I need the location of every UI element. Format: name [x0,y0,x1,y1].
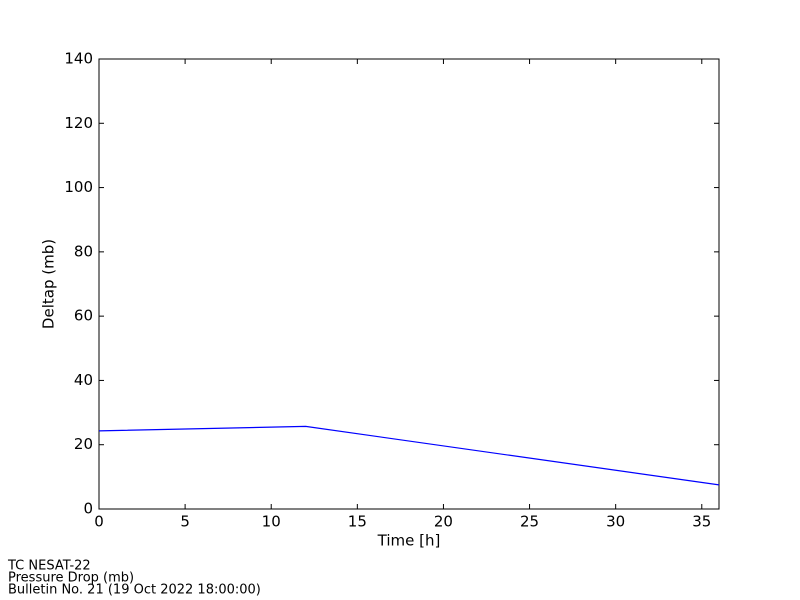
x-tick-label: 15 [348,513,367,531]
y-tick-label: 100 [64,178,93,196]
y-tick-label: 0 [83,500,93,518]
x-tick-label: 20 [434,513,453,531]
footer-text: Pressure Drop (mb) [8,571,134,586]
x-tick-label: 30 [606,513,625,531]
y-tick-label: 140 [64,50,93,68]
y-tick-label: 120 [64,114,93,132]
plot-frame [98,58,720,510]
x-tick-label: 10 [262,513,281,531]
x-tick-label: 0 [94,513,104,531]
y-tick-label: 80 [74,242,93,260]
y-tick-label: 20 [74,435,93,453]
y-tick-label: 40 [74,371,93,389]
x-tick-label: 25 [520,513,539,531]
footer-text: TC NESAT-22 [7,559,91,574]
y-tick-label: 60 [74,307,93,325]
x-axis-label: Time [h] [377,532,441,550]
y-axis-label: Deltap (mb) [40,239,58,329]
x-tick-label: 35 [692,513,711,531]
x-tick-label: 5 [180,513,190,531]
data-line [98,425,720,486]
footer-text: Bulletin No. 21 (19 Oct 2022 18:00:00) [8,583,261,598]
